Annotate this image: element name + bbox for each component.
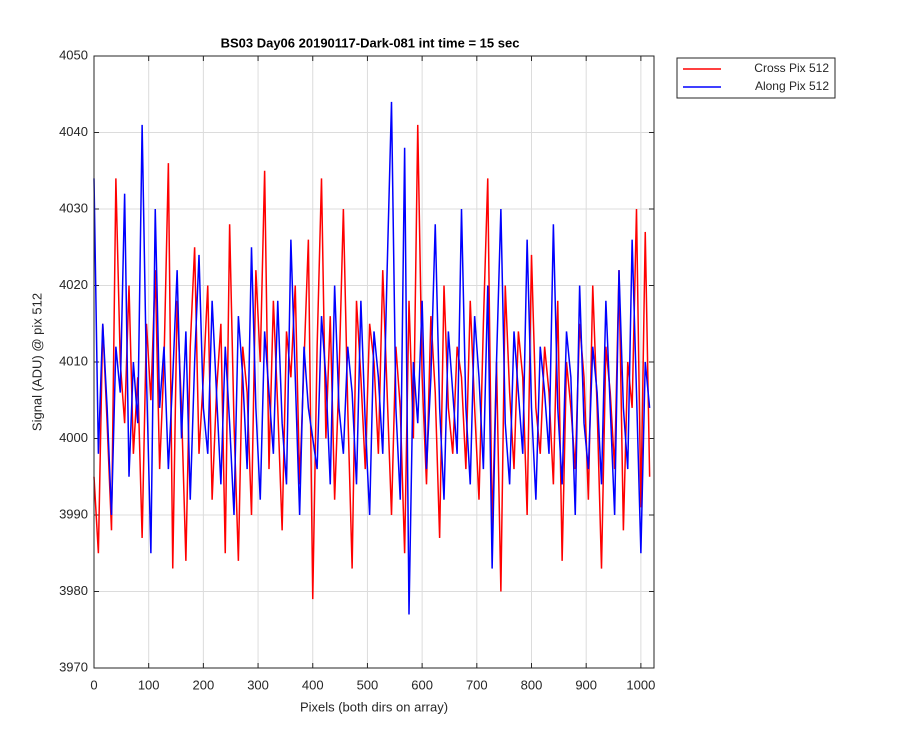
x-tick-label: 300 [247,677,269,692]
data-line [93,101,651,615]
x-tick-label: 200 [193,677,215,692]
x-tick-label: 800 [521,677,543,692]
y-tick-label: 4000 [59,430,88,445]
x-tick-label: 900 [575,677,597,692]
x-tick-label: 600 [411,677,433,692]
y-tick-label: 3980 [59,583,88,598]
x-axis-label: Pixels (both dirs on array) [300,699,448,714]
x-tick-label: 700 [466,677,488,692]
axes-box [93,55,655,669]
y-tick-label: 4020 [59,277,88,292]
y-axis-label: Signal (ADU) @ pix 512 [29,293,44,431]
y-tick-label: 4010 [59,353,88,368]
y-tick-label: 4050 [59,47,88,62]
data-line [93,124,651,600]
y-tick-label: 3990 [59,506,88,521]
y-tick-label: 4040 [59,124,88,139]
y-tick-label: 3970 [59,659,88,674]
legend-label: Along Pix 512 [755,79,829,93]
legend-box [676,57,836,99]
x-tick-label: 1000 [626,677,655,692]
legend-label: Cross Pix 512 [754,61,829,75]
y-tick-label: 4030 [59,200,88,215]
chart-title: BS03 Day06 20190117-Dark-081 int time = … [221,35,520,50]
x-tick-label: 0 [90,677,97,692]
x-tick-label: 400 [302,677,324,692]
x-tick-label: 100 [138,677,160,692]
x-tick-label: 500 [357,677,379,692]
